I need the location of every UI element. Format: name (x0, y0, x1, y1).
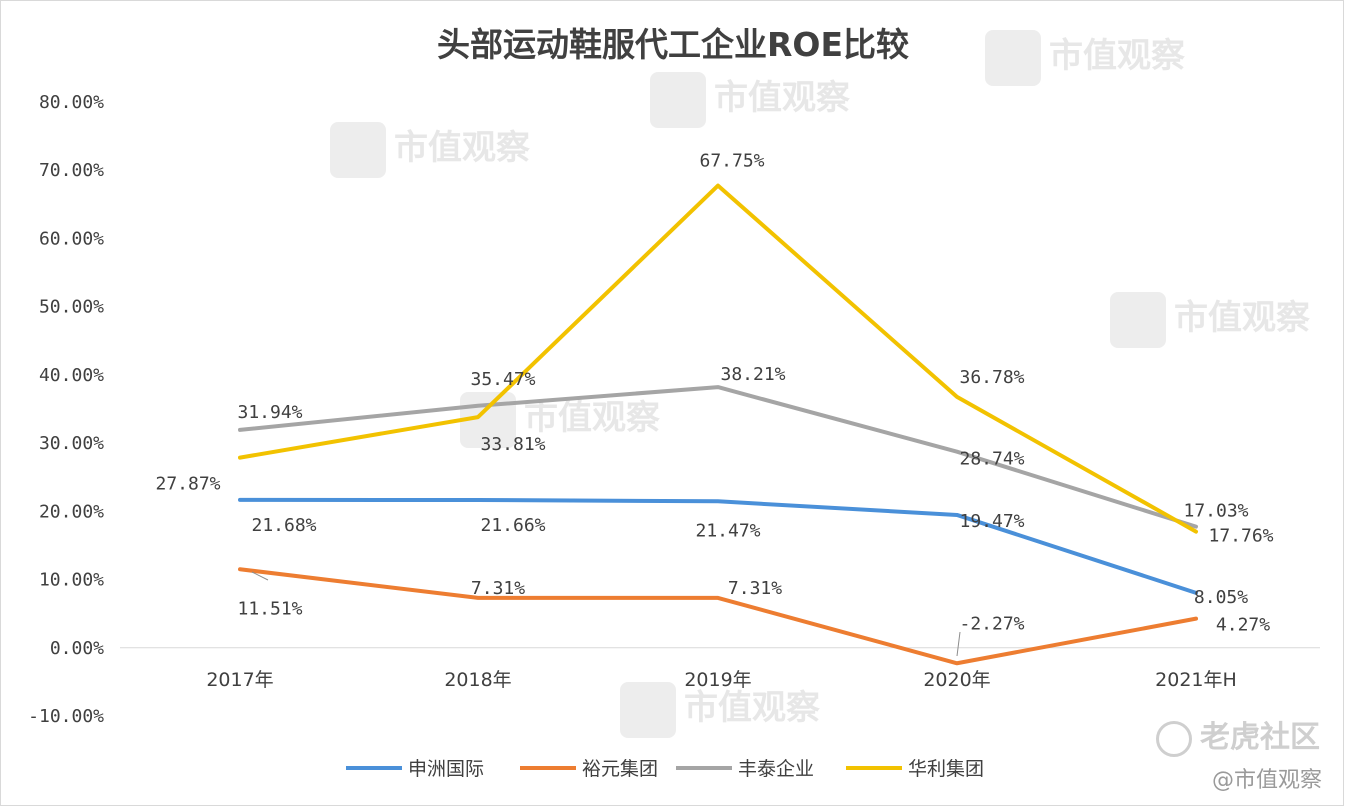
x-tick-label: 2019年 (684, 669, 751, 691)
watermark-text: 市值观察 (714, 78, 850, 118)
y-tick-label: 30.00% (39, 433, 104, 454)
legend-label: 丰泰企业 (738, 758, 814, 780)
tiger-icon (1156, 720, 1192, 757)
data-label: 28.74% (959, 449, 1024, 470)
data-label: 4.27% (1216, 615, 1270, 636)
leader-line (956, 631, 961, 657)
legend-label: 华利集团 (908, 758, 984, 780)
watermark-text: 市值观察 (684, 688, 820, 728)
data-label: 17.03% (1183, 501, 1248, 522)
watermark: 市值观察 (1110, 290, 1310, 348)
watermark: 市值观察 (985, 28, 1185, 86)
chart-title: 头部运动鞋服代工企业ROE比较 (436, 25, 909, 64)
legend-label: 裕元集团 (582, 758, 658, 780)
x-tick-label: 2021年H (1155, 669, 1237, 691)
watermark-text: 市值观察 (524, 398, 660, 438)
data-label: 36.78% (959, 367, 1024, 388)
y-tick-label: 40.00% (39, 365, 104, 386)
data-label: 27.87% (155, 474, 220, 495)
series-line-4 (238, 183, 1198, 534)
data-label: -2.27% (959, 613, 1024, 634)
series-line-1 (238, 497, 1198, 595)
y-tick-label: 80.00% (39, 92, 104, 113)
data-label: 7.31% (728, 578, 782, 599)
x-tick-label: 2018年 (444, 669, 511, 691)
data-label: 38.21% (720, 364, 785, 385)
watermark-logo-icon (330, 121, 386, 178)
y-tick-label: 70.00% (39, 160, 104, 181)
x-tick-label: 2017年 (206, 669, 273, 691)
legend-label: 申洲国际 (408, 758, 484, 780)
y-tick-label: 60.00% (39, 228, 104, 249)
series-line-3 (238, 385, 1198, 529)
data-label: 35.47% (470, 369, 535, 390)
watermark-text: 市值观察 (394, 128, 530, 168)
watermark: 市值观察 (330, 120, 530, 178)
watermark: 市值观察 (620, 680, 820, 738)
data-label: 67.75% (699, 151, 764, 172)
series-line-2 (238, 567, 1198, 666)
data-label: 21.66% (480, 515, 545, 536)
leader-line (251, 571, 269, 581)
y-tick-label: 20.00% (39, 501, 104, 522)
site-watermark-text: 老虎社区 (1200, 720, 1320, 755)
site-watermark: 老虎社区 (1156, 712, 1320, 757)
watermark-logo-icon (620, 681, 676, 738)
data-label: 7.31% (471, 578, 525, 599)
watermark-text: 市值观察 (1174, 298, 1310, 338)
watermark-logo-icon (650, 71, 706, 128)
y-tick-label: 10.00% (39, 570, 104, 591)
data-label: 21.47% (695, 520, 760, 541)
y-tick-label: 0.00% (50, 638, 104, 659)
data-label: 31.94% (237, 402, 302, 423)
data-label: 8.05% (1194, 587, 1248, 608)
data-label: 17.76% (1208, 526, 1273, 547)
data-label: 19.47% (959, 511, 1024, 532)
data-label: 33.81% (480, 434, 545, 455)
watermark-logo-icon (985, 29, 1041, 86)
x-tick-label: 2020年 (923, 669, 990, 691)
y-tick-label: -10.00% (28, 706, 104, 727)
y-tick-label: 50.00% (39, 297, 104, 318)
watermark-logo-icon (1110, 291, 1166, 348)
watermark: 市值观察 (650, 70, 850, 128)
data-label: 11.51% (237, 598, 302, 619)
data-label: 21.68% (251, 515, 316, 536)
watermark-text: 市值观察 (1049, 36, 1185, 76)
source-credit: @市值观察 (1211, 768, 1322, 793)
